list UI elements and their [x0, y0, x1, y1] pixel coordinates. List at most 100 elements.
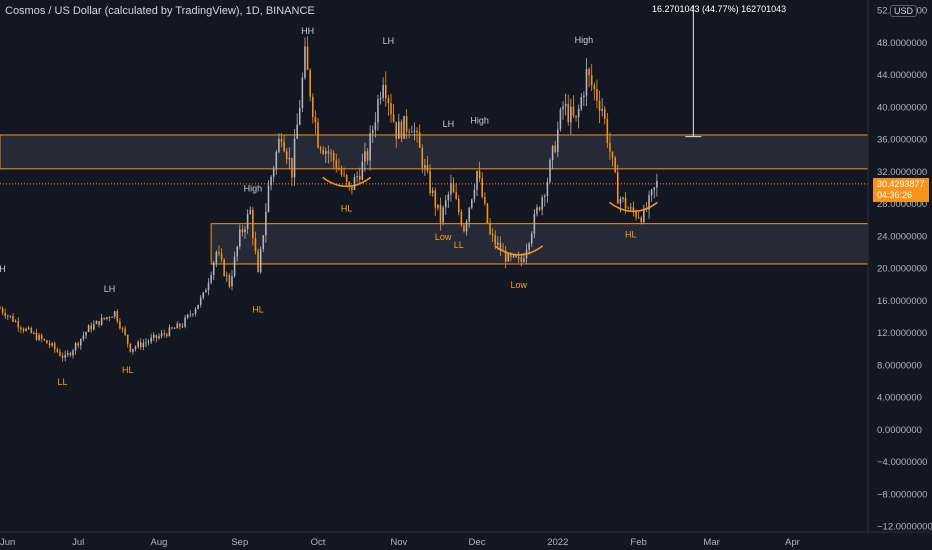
candle-body: [134, 346, 137, 350]
candle-body: [361, 161, 364, 180]
candle-body: [562, 106, 564, 110]
candle-body: [405, 116, 408, 132]
candle-body: [512, 255, 515, 257]
candle-body: [387, 98, 390, 104]
price-tick-label: 8.0000000: [877, 360, 922, 371]
candle-body: [61, 355, 64, 358]
candle-body: [455, 192, 457, 199]
price-axis[interactable]: 52.000000048.000000044.000000040.0000000…: [867, 0, 932, 550]
candle-body: [301, 77, 304, 108]
candle-body: [554, 145, 556, 152]
time-axis[interactable]: Jun Jul Aug Sep Oct Nov Dec 2022 Feb Mar Apr: [0, 531, 932, 548]
candle-body: [390, 103, 392, 115]
candle-body: [48, 343, 51, 346]
candle-body: [403, 116, 405, 139]
candle-body: [371, 130, 374, 134]
price-tick-label: −12.0000000: [877, 522, 932, 533]
candle-body: [27, 327, 30, 329]
candle-body: [590, 75, 593, 86]
candle-body: [43, 338, 46, 341]
candle-body: [14, 321, 17, 323]
pattern-label: LL: [454, 240, 464, 250]
candle-body: [9, 315, 12, 317]
candle-body: [632, 207, 635, 212]
time-tick-label: Dec: [469, 537, 486, 548]
candle-body: [353, 177, 356, 191]
candle-body: [473, 189, 476, 200]
candle-body: [622, 197, 624, 200]
price-axis-background: [868, 0, 932, 550]
candle-body: [223, 259, 225, 276]
candle-body: [395, 121, 397, 139]
candle-body: [611, 151, 614, 158]
candle-body: [296, 124, 298, 139]
candle-body: [124, 328, 126, 335]
candle-body: [239, 229, 241, 247]
candle-body: [116, 311, 119, 322]
candlestick-series: [0, 36, 658, 362]
time-tick-label: Mar: [703, 537, 719, 548]
candle-body: [113, 311, 116, 317]
candle-body: [22, 329, 25, 331]
candle-body: [35, 332, 38, 340]
candle-body: [463, 224, 465, 232]
candle-body: [93, 324, 95, 330]
candle-body: [82, 335, 85, 339]
candle-body: [424, 165, 426, 168]
candle-body: [126, 334, 129, 344]
price-zone: [0, 134, 869, 170]
candle-body: [460, 212, 463, 225]
pattern-label: HL: [122, 365, 134, 375]
candle-body: [176, 323, 179, 329]
candle-body: [103, 317, 106, 319]
bottom-curve: [322, 176, 372, 188]
candle-body: [601, 108, 603, 111]
candle-body: [293, 138, 296, 178]
candle-body: [486, 203, 489, 224]
pattern-label: LH: [443, 119, 455, 129]
candle-body: [111, 316, 113, 318]
candle-body: [656, 180, 658, 188]
price-tick-label: 16.0000000: [877, 296, 927, 307]
candle-body: [330, 152, 332, 154]
currency-badge[interactable]: USD: [890, 5, 918, 17]
candle-body: [648, 195, 650, 210]
candle-body: [426, 165, 429, 171]
candle-body: [184, 317, 186, 327]
candle-body: [257, 251, 259, 273]
candle-body: [450, 183, 452, 195]
candle-body: [471, 199, 473, 208]
candle-body: [588, 69, 590, 76]
candle-body: [87, 325, 90, 333]
candle-body: [314, 117, 317, 123]
bottom-curve: [494, 245, 544, 256]
candle-body: [119, 321, 121, 329]
candle-body: [543, 196, 546, 198]
price-tick-label: −8.0000000: [877, 489, 927, 500]
candle-body: [366, 151, 369, 161]
candle-body: [619, 199, 622, 204]
candle-body: [520, 257, 523, 262]
candle-body: [616, 172, 619, 204]
time-tick-label: Nov: [390, 537, 407, 548]
candle-body: [585, 69, 588, 96]
candle-body: [358, 175, 361, 180]
candle-body: [80, 338, 82, 346]
candle-body: [66, 353, 69, 355]
candle-body: [327, 151, 330, 154]
pattern-label: HL: [252, 304, 264, 314]
candle-body: [74, 343, 77, 351]
candle-body: [319, 147, 322, 150]
price-tick-label: 48.0000000: [877, 38, 927, 49]
candle-body: [207, 282, 210, 291]
candle-body: [484, 197, 486, 204]
candle-body: [468, 207, 470, 222]
candle-body: [121, 328, 124, 330]
candle-body: [147, 341, 150, 343]
candle-body: [497, 242, 499, 245]
candle-body: [564, 103, 567, 107]
candle-body: [528, 243, 530, 250]
candle-body: [343, 174, 345, 176]
candle-body: [33, 332, 35, 334]
